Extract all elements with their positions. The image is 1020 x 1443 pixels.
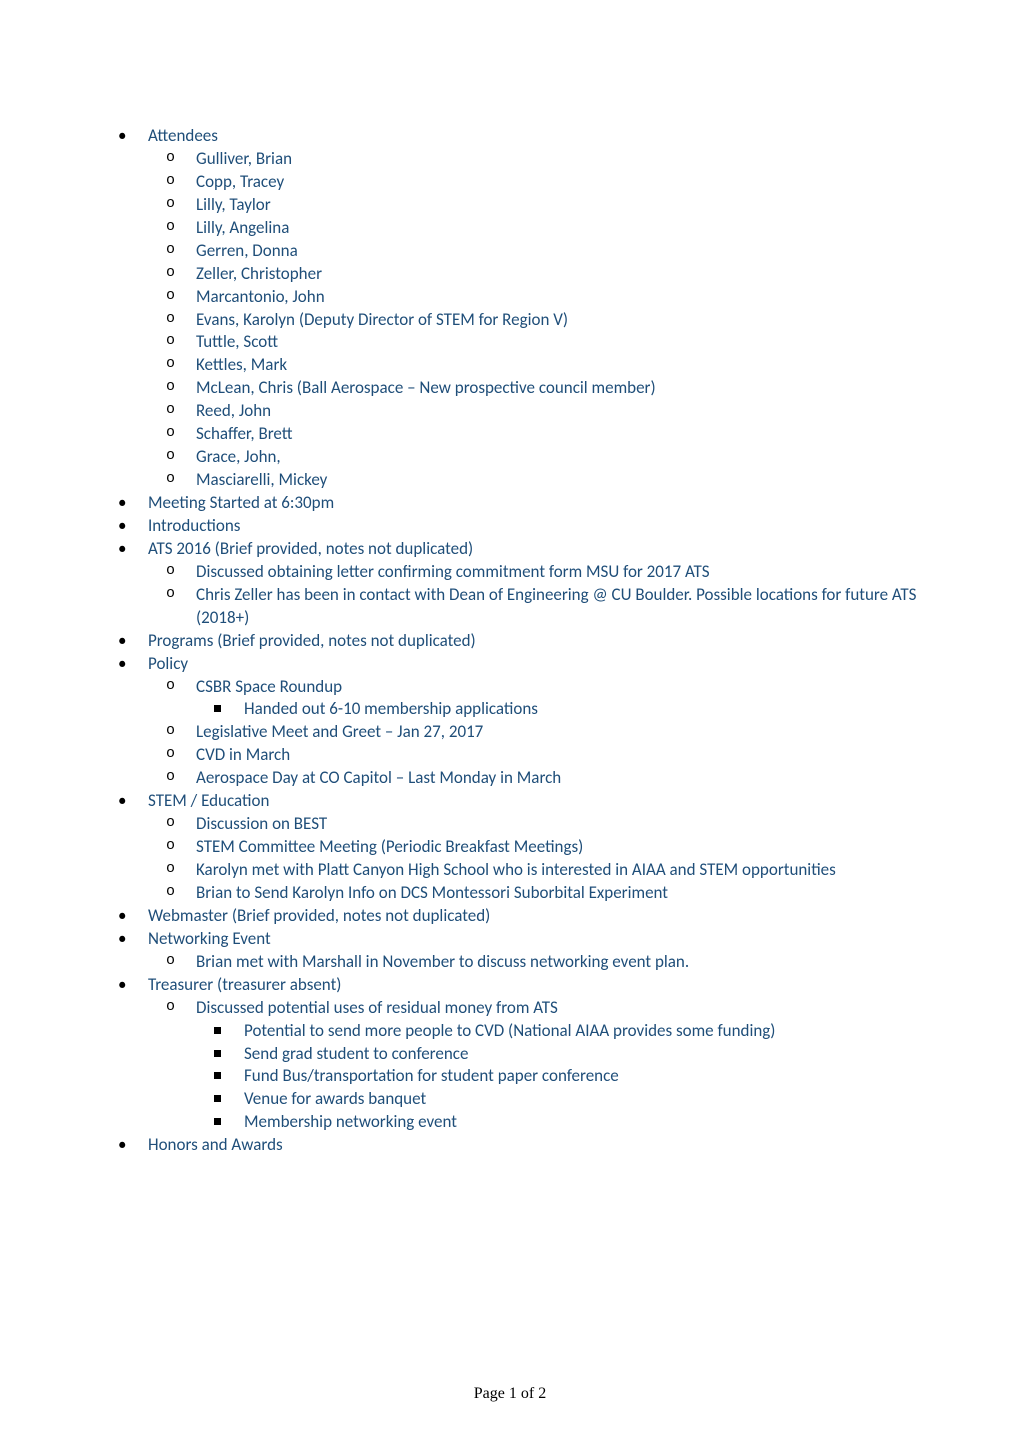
list-item-label: Aerospace Day at CO Capitol – Last Monda… bbox=[196, 767, 561, 788]
list-item-label: Handed out 6-10 membership applications bbox=[244, 698, 538, 719]
list-item-label: Marcantonio, John bbox=[196, 286, 325, 307]
list-item: Treasurer (treasurer absent)Discussed po… bbox=[100, 974, 920, 1135]
list-item: Discussed potential uses of residual mon… bbox=[148, 997, 920, 1135]
list-item-label: Brian to Send Karolyn Info on DCS Montes… bbox=[196, 882, 668, 903]
list-item: CVD in March bbox=[148, 744, 920, 767]
list-item-label: Evans, Karolyn (Deputy Director of STEM … bbox=[196, 309, 568, 330]
list-item: AttendeesGulliver, BrianCopp, TraceyLill… bbox=[100, 125, 920, 492]
footer-prefix: Page bbox=[474, 1385, 509, 1402]
list-item: Potential to send more people to CVD (Na… bbox=[196, 1020, 920, 1043]
list-item-label: CVD in March bbox=[196, 744, 290, 765]
list-item: Grace, John, bbox=[148, 446, 920, 469]
list-item: Copp, Tracey bbox=[148, 171, 920, 194]
list-item-label: Kettles, Mark bbox=[196, 354, 287, 375]
list-item: Legislative Meet and Greet – Jan 27, 201… bbox=[148, 721, 920, 744]
list-item-label: Brian met with Marshall in November to d… bbox=[196, 951, 689, 972]
list-item-label: Venue for awards banquet bbox=[244, 1088, 426, 1109]
list-item-label: Networking Event bbox=[148, 928, 271, 949]
list-item-label: STEM Committee Meeting (Periodic Breakfa… bbox=[196, 836, 583, 857]
list-item-label: Karolyn met with Platt Canyon High Schoo… bbox=[196, 859, 836, 880]
list-item-label: Reed, John bbox=[196, 400, 271, 421]
list-item-label: Lilly, Angelina bbox=[196, 217, 289, 238]
list-item: Venue for awards banquet bbox=[196, 1088, 920, 1111]
list-item-label: STEM / Education bbox=[148, 790, 269, 811]
list-item: STEM Committee Meeting (Periodic Breakfa… bbox=[148, 836, 920, 859]
list-item: Reed, John bbox=[148, 400, 920, 423]
list-item-label: Attendees bbox=[148, 125, 218, 146]
list-item: Send grad student to conference bbox=[196, 1043, 920, 1066]
list-item-label: Discussed obtaining letter confirming co… bbox=[196, 561, 710, 582]
list-item: PolicyCSBR Space RoundupHanded out 6-10 … bbox=[100, 653, 920, 791]
list-item: Brian met with Marshall in November to d… bbox=[148, 951, 920, 974]
list-item-label: Discussed potential uses of residual mon… bbox=[196, 997, 558, 1018]
list-item: Fund Bus/transportation for student pape… bbox=[196, 1065, 920, 1088]
list-item-label: Discussion on BEST bbox=[196, 813, 327, 834]
list-item-label: Zeller, Christopher bbox=[196, 263, 322, 284]
list-item-label: ATS 2016 (Brief provided, notes not dupl… bbox=[148, 538, 473, 559]
list-item-label: Gerren, Donna bbox=[196, 240, 298, 261]
list-item-label: Chris Zeller has been in contact with De… bbox=[196, 584, 916, 628]
list-item: Membership networking event bbox=[196, 1111, 920, 1134]
list-item-label: Potential to send more people to CVD (Na… bbox=[244, 1020, 775, 1041]
footer-page-total: 2 bbox=[538, 1385, 546, 1402]
list-item-label: Copp, Tracey bbox=[196, 171, 284, 192]
document-outline: AttendeesGulliver, BrianCopp, TraceyLill… bbox=[100, 125, 920, 1157]
list-item-label: Legislative Meet and Greet – Jan 27, 201… bbox=[196, 721, 483, 742]
list-item: Gulliver, Brian bbox=[148, 148, 920, 171]
list-item: Tuttle, Scott bbox=[148, 331, 920, 354]
list-item-label: Schaffer, Brett bbox=[196, 423, 293, 444]
list-item: Masciarelli, Mickey bbox=[148, 469, 920, 492]
list-item: McLean, Chris (Ball Aerospace – New pros… bbox=[148, 377, 920, 400]
list-item: Discussed obtaining letter confirming co… bbox=[148, 561, 920, 584]
list-item: Meeting Started at 6:30pm bbox=[100, 492, 920, 515]
list-item: Lilly, Taylor bbox=[148, 194, 920, 217]
list-item-label: Policy bbox=[148, 653, 188, 674]
page-footer: Page 1 of 2 bbox=[0, 1383, 1020, 1405]
list-item: Zeller, Christopher bbox=[148, 263, 920, 286]
list-item: Webmaster (Brief provided, notes not dup… bbox=[100, 905, 920, 928]
list-item: Programs (Brief provided, notes not dupl… bbox=[100, 630, 920, 653]
list-item-label: Programs (Brief provided, notes not dupl… bbox=[148, 630, 476, 651]
list-item: Evans, Karolyn (Deputy Director of STEM … bbox=[148, 309, 920, 332]
list-item: Introductions bbox=[100, 515, 920, 538]
list-item: STEM / EducationDiscussion on BESTSTEM C… bbox=[100, 790, 920, 905]
list-item-label: Fund Bus/transportation for student pape… bbox=[244, 1065, 619, 1086]
list-item: Schaffer, Brett bbox=[148, 423, 920, 446]
list-item: Kettles, Mark bbox=[148, 354, 920, 377]
list-item: Honors and Awards bbox=[100, 1134, 920, 1157]
list-item-label: Membership networking event bbox=[244, 1111, 457, 1132]
list-item: Karolyn met with Platt Canyon High Schoo… bbox=[148, 859, 920, 882]
list-item-label: Masciarelli, Mickey bbox=[196, 469, 327, 490]
list-item-label: McLean, Chris (Ball Aerospace – New pros… bbox=[196, 377, 656, 398]
list-item: Lilly, Angelina bbox=[148, 217, 920, 240]
list-item-label: Grace, John, bbox=[196, 446, 281, 467]
list-item: Networking EventBrian met with Marshall … bbox=[100, 928, 920, 974]
list-item-label: Send grad student to conference bbox=[244, 1043, 468, 1064]
list-item-label: Webmaster (Brief provided, notes not dup… bbox=[148, 905, 490, 926]
list-item-label: Lilly, Taylor bbox=[196, 194, 271, 215]
list-item: Marcantonio, John bbox=[148, 286, 920, 309]
footer-of: of bbox=[517, 1385, 538, 1402]
footer-page-current: 1 bbox=[509, 1385, 517, 1402]
list-item-label: Introductions bbox=[148, 515, 240, 536]
list-item-label: Meeting Started at 6:30pm bbox=[148, 492, 334, 513]
list-item-label: Honors and Awards bbox=[148, 1134, 283, 1155]
list-item-label: Treasurer (treasurer absent) bbox=[148, 974, 341, 995]
list-item-label: Gulliver, Brian bbox=[196, 148, 292, 169]
list-item: Chris Zeller has been in contact with De… bbox=[148, 584, 920, 630]
list-item-label: Tuttle, Scott bbox=[196, 331, 278, 352]
list-item: Aerospace Day at CO Capitol – Last Monda… bbox=[148, 767, 920, 790]
list-item-label: CSBR Space Roundup bbox=[196, 676, 342, 697]
list-item: Gerren, Donna bbox=[148, 240, 920, 263]
list-item: Handed out 6-10 membership applications bbox=[196, 698, 920, 721]
list-item: ATS 2016 (Brief provided, notes not dupl… bbox=[100, 538, 920, 630]
list-item: Discussion on BEST bbox=[148, 813, 920, 836]
list-item: CSBR Space RoundupHanded out 6-10 member… bbox=[148, 676, 920, 722]
list-item: Brian to Send Karolyn Info on DCS Montes… bbox=[148, 882, 920, 905]
